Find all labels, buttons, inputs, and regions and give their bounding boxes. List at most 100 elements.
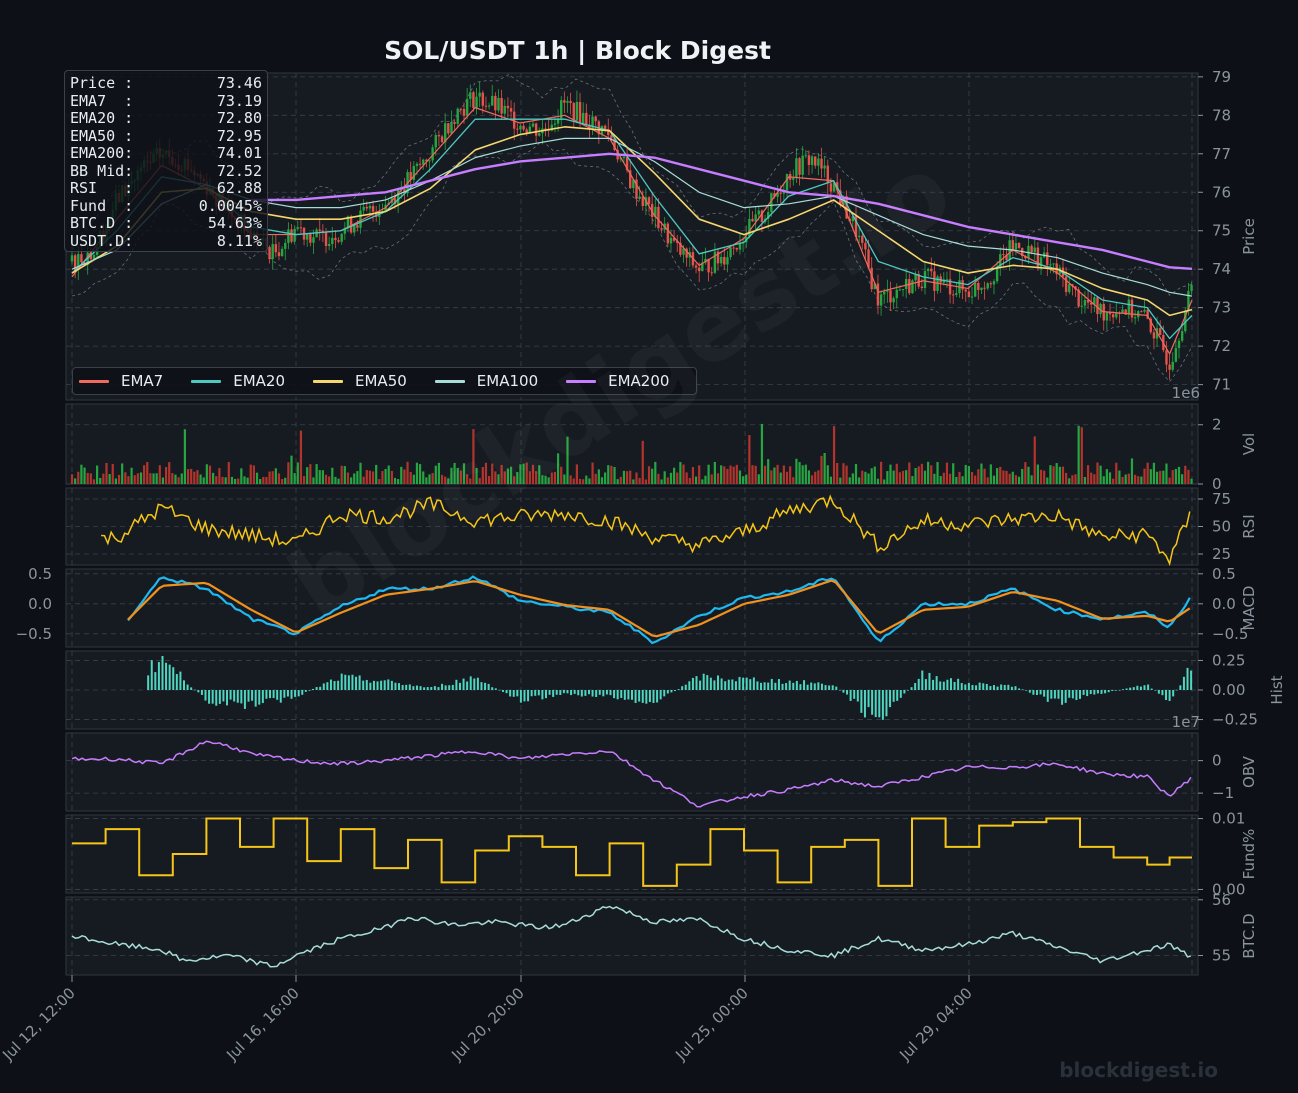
volume-bar — [174, 474, 177, 484]
candle-body — [1083, 300, 1087, 306]
candle-body — [80, 254, 83, 263]
volume-bar — [318, 470, 321, 484]
hist-bar — [200, 690, 203, 695]
volume-bar — [845, 465, 848, 484]
hist-bar — [1104, 690, 1107, 694]
volume-bar — [296, 462, 299, 484]
legend-swatch — [313, 379, 344, 383]
candle-body — [1096, 297, 1099, 315]
volume-bar — [578, 478, 582, 484]
hist-bar — [365, 679, 368, 690]
volume-bar — [1071, 475, 1074, 484]
candle-body — [657, 206, 660, 229]
volume-bar — [1043, 470, 1046, 484]
x-tick-label: Jul 29, 04:00 — [895, 984, 975, 1064]
hist-bar — [641, 690, 644, 703]
candle-body — [447, 123, 450, 134]
candle-body — [293, 228, 296, 242]
hist-bar — [935, 676, 938, 690]
candle-body — [299, 227, 303, 229]
volume-bar — [989, 464, 992, 484]
volume-bar — [149, 473, 152, 484]
hist-bar — [828, 685, 831, 690]
candle-body — [506, 105, 510, 109]
legend-swatch — [566, 379, 597, 383]
candle-body — [904, 279, 908, 290]
volume-bar — [1134, 474, 1137, 484]
hist-bar — [978, 682, 981, 690]
hist-bar — [699, 680, 702, 690]
hist-bar — [666, 690, 669, 694]
hist-bar — [215, 690, 218, 706]
volume-bar — [205, 464, 208, 484]
info-value: 8.11% — [216, 231, 262, 250]
hist-bar — [713, 680, 716, 690]
hist-bar — [372, 680, 375, 690]
volume-bar — [243, 476, 246, 484]
hist-bar — [534, 690, 537, 696]
volume-bar — [375, 464, 378, 484]
volume-bar — [324, 474, 328, 484]
hist-bar — [727, 679, 730, 690]
y-tick-label: 76 — [1212, 183, 1231, 201]
candle-body — [516, 128, 519, 130]
volume-bar — [1027, 466, 1030, 484]
hist-bar — [1165, 690, 1168, 701]
volume-bar — [1143, 468, 1146, 484]
volume-bar — [519, 464, 522, 484]
info-label: EMA20 : — [70, 109, 134, 127]
volume-bar — [328, 476, 331, 484]
candle-body — [434, 135, 437, 148]
hist-bar — [1168, 690, 1171, 701]
candle-body — [952, 294, 955, 296]
hist-bar — [283, 690, 286, 698]
candle-body — [676, 240, 679, 243]
volume-bar — [861, 470, 864, 484]
volume-bar — [701, 479, 704, 484]
volume-bar — [738, 470, 742, 484]
y-axis-label: Hist — [1268, 675, 1286, 704]
volume-bar — [89, 473, 92, 484]
volume-bar — [444, 476, 447, 484]
hist-bar — [433, 686, 436, 690]
candle-body — [1121, 309, 1124, 314]
volume-bar — [83, 467, 86, 484]
volume-bar — [707, 464, 710, 484]
volume-bar — [246, 477, 249, 484]
volume-bar — [886, 471, 889, 484]
hist-bar — [498, 689, 501, 691]
volume-bar — [635, 472, 638, 484]
hist-bar — [903, 690, 906, 694]
candle-body — [287, 229, 290, 243]
volume-bar — [70, 474, 74, 484]
candle-body — [660, 228, 663, 230]
hist-bar — [1010, 686, 1013, 690]
series-obv — [71, 740, 1192, 808]
volume-bar — [942, 472, 945, 484]
candle-body — [469, 92, 472, 99]
volume-bar — [698, 465, 701, 484]
hist-bar — [960, 683, 963, 690]
volume-bar — [550, 472, 553, 484]
candle-body — [519, 125, 522, 130]
hist-bar — [559, 690, 562, 696]
hist-bar — [226, 690, 229, 706]
hist-bar — [161, 655, 164, 690]
candle-body — [538, 133, 541, 136]
candle-body — [1190, 285, 1193, 291]
hist-bar — [211, 690, 214, 704]
volume-bar — [1077, 425, 1080, 484]
hist-bar — [290, 690, 293, 699]
y-tick-label-left: 0.0 — [28, 595, 52, 613]
hist-bar — [423, 687, 426, 690]
candle-body — [823, 165, 826, 169]
candle-body — [986, 283, 989, 289]
y-tick-label: 75 — [1212, 490, 1231, 508]
hist-bar — [824, 685, 827, 690]
candle-body — [735, 247, 739, 250]
volume-bar — [108, 474, 111, 484]
hist-bar — [613, 690, 616, 699]
volume-bar — [359, 462, 362, 484]
hist-bar — [706, 675, 709, 690]
volume-bar — [252, 465, 255, 484]
